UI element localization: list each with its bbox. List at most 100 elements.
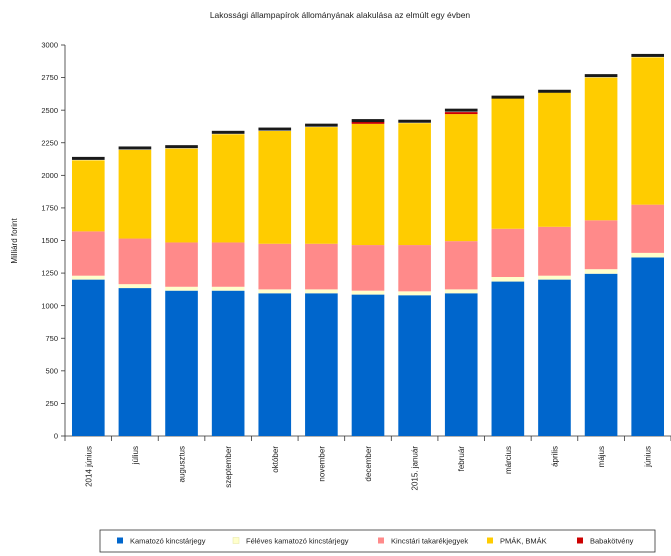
bar-segment xyxy=(305,289,338,294)
y-axis-label: Milliárd forint xyxy=(10,218,19,264)
x-tick-label: október xyxy=(271,446,280,473)
bar-total-cap xyxy=(631,53,665,57)
bar-total-cap xyxy=(538,89,571,93)
bar-segment xyxy=(165,286,198,291)
bar-segment xyxy=(444,293,478,436)
bar-total-cap xyxy=(118,146,152,150)
x-tick-label: 2015. január xyxy=(411,446,420,491)
bar-total-cap xyxy=(71,156,105,160)
legend-swatch xyxy=(232,537,240,544)
bar-segment xyxy=(398,295,431,436)
bar-segment xyxy=(398,245,431,292)
y-tick-label: 0 xyxy=(54,432,58,441)
legend-swatch xyxy=(378,537,384,544)
bar-segment xyxy=(351,123,385,246)
bar-segment xyxy=(118,284,152,289)
bar-segment xyxy=(71,275,105,280)
bar-segment xyxy=(165,290,198,436)
legend-label: Kamatozó kincstárjegy xyxy=(130,537,206,546)
bar-segment xyxy=(258,289,292,294)
bar-total-cap xyxy=(165,145,198,149)
legend-label: Féléves kamatozó kincstárjegy xyxy=(246,537,349,546)
bar-segment xyxy=(398,291,431,296)
bar-segment xyxy=(165,242,198,287)
bar-segment xyxy=(631,257,665,436)
bar-segment xyxy=(305,243,338,290)
bar-segment xyxy=(584,269,618,274)
bar-segment xyxy=(211,286,245,291)
bar-segment xyxy=(71,231,105,276)
y-tick-label: 2250 xyxy=(41,138,58,147)
y-tick-label: 1000 xyxy=(41,301,58,310)
bar-segment xyxy=(258,243,292,290)
bar-segment xyxy=(305,293,338,436)
bar-segment xyxy=(491,228,525,277)
x-tick-label: december xyxy=(364,446,373,482)
bar-segment xyxy=(258,131,292,244)
bar-segment xyxy=(351,245,385,291)
x-tick-label: március xyxy=(504,446,513,474)
y-tick-label: 1750 xyxy=(41,204,58,213)
bar-total-cap xyxy=(305,123,338,127)
x-tick-label: május xyxy=(597,446,606,467)
bar-total-cap xyxy=(491,95,525,99)
y-tick-label: 750 xyxy=(45,334,58,343)
legend-swatch xyxy=(487,537,493,544)
bar-total-cap xyxy=(444,108,478,112)
legend-label: PMÁK, BMÁK xyxy=(500,537,547,546)
x-tick-label: április xyxy=(550,446,559,467)
bar-segment xyxy=(71,160,105,232)
bar-segment xyxy=(351,121,385,124)
y-tick-label: 250 xyxy=(45,399,58,408)
bar-segment xyxy=(165,148,198,243)
legend-swatch xyxy=(117,537,123,544)
x-tick-label: július xyxy=(131,446,140,465)
x-tick-label: február xyxy=(457,446,466,472)
x-tick-label: június xyxy=(644,446,653,468)
bar-segment xyxy=(538,92,571,227)
bar-segment xyxy=(444,289,478,294)
y-tick-label: 500 xyxy=(45,366,58,375)
bar-segment xyxy=(305,127,338,244)
bar-segment xyxy=(211,242,245,287)
x-tick-label: augusztus xyxy=(178,446,187,482)
bar-segment xyxy=(398,123,431,246)
plot-area: 0 250 500 750 1000 1250 1500 1750 2000 2250 2500 27… xyxy=(41,41,671,491)
bar-segment xyxy=(444,241,478,290)
bar-total-cap xyxy=(258,127,292,131)
bar-segment xyxy=(584,273,618,436)
bar-segment xyxy=(444,112,478,115)
x-tick-label: 2014 június xyxy=(84,446,93,487)
bar-segment xyxy=(631,204,665,253)
y-tick-label: 2750 xyxy=(41,73,58,82)
bar-segment xyxy=(211,134,245,243)
y-tick-label: 3000 xyxy=(41,41,58,50)
bar-segment xyxy=(584,220,618,270)
bar-segment xyxy=(538,226,571,276)
bar-segment xyxy=(71,279,105,436)
bar-total-cap xyxy=(398,119,431,123)
legend-label: Babakötvény xyxy=(590,537,634,546)
x-tick-label: szeptember xyxy=(224,446,233,488)
legend-label: Kincstári takarékjegyek xyxy=(391,537,468,546)
bar-segment xyxy=(351,290,385,295)
bar-segment xyxy=(258,293,292,436)
bar-segment xyxy=(491,281,525,436)
y-tick-label: 2500 xyxy=(41,106,58,115)
chart-title: Lakossági állampapírok állományának alak… xyxy=(210,10,471,20)
y-tick-label: 1250 xyxy=(41,269,58,278)
bar-total-cap xyxy=(351,119,385,123)
legend: Kamatozó kincstárjegy Féléves kamatozó ki… xyxy=(99,529,656,553)
bar-segment xyxy=(118,149,152,239)
y-tick-label: 1500 xyxy=(41,236,58,245)
bar-segment xyxy=(351,294,385,436)
bar-total-cap xyxy=(584,74,618,78)
bar-segment xyxy=(631,252,665,258)
y-tick-label: 2000 xyxy=(41,171,58,180)
bar-segment xyxy=(118,288,152,436)
bar-segment xyxy=(118,238,152,285)
bar-segment xyxy=(444,114,478,242)
bar-segment xyxy=(584,77,618,221)
legend-swatch xyxy=(577,537,583,544)
